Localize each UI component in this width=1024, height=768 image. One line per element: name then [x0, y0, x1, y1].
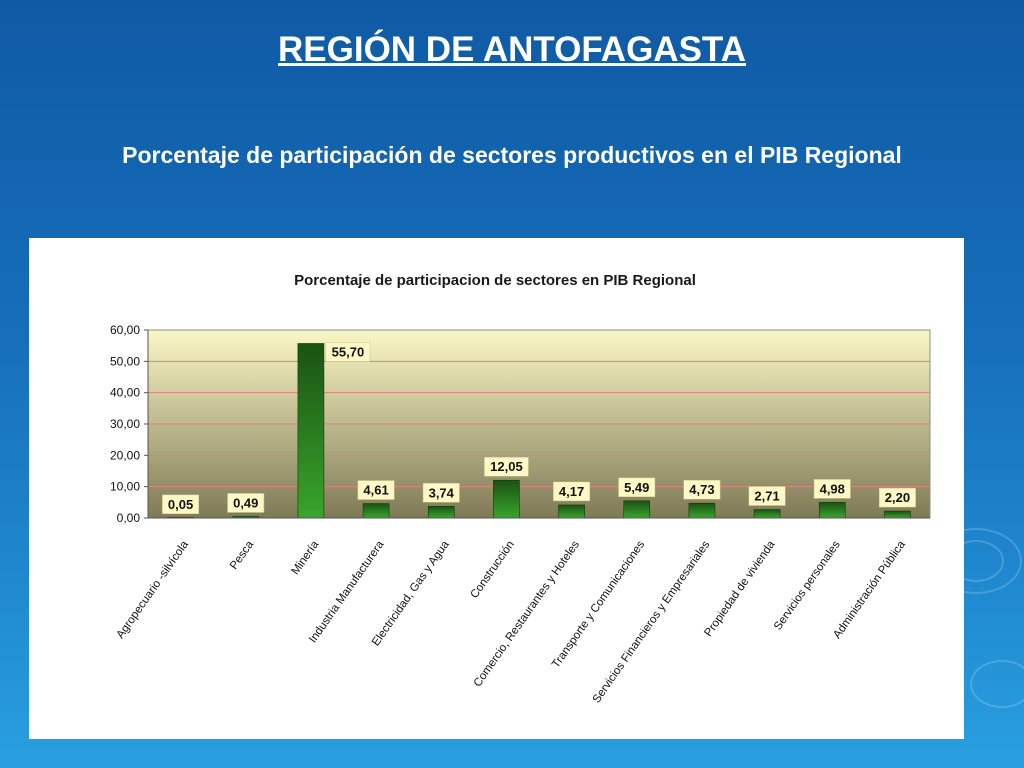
bar [558, 504, 585, 519]
bar-chart: Porcentaje de participacion de sectores … [110, 272, 931, 706]
x-category-label: Propiedad de vivienda [702, 538, 777, 639]
y-tick-label: 50,00 [110, 354, 140, 368]
y-tick-label: 0,00 [117, 511, 141, 525]
y-tick-label: 60,00 [110, 323, 140, 337]
data-label-box [227, 493, 265, 513]
bar [818, 502, 846, 519]
data-label-box [618, 477, 656, 498]
data-label: 55,70 [332, 344, 365, 359]
water-ripple-decoration [970, 660, 1024, 708]
y-tick-label: 10,00 [110, 480, 140, 494]
data-label: 12,05 [490, 459, 523, 474]
bar [753, 509, 781, 519]
x-category-label: Minería [290, 538, 322, 577]
data-label: 0,49 [233, 495, 258, 510]
x-category-label: Servicios personales [772, 539, 843, 633]
bar [362, 503, 390, 519]
data-label-box [422, 483, 460, 503]
slide-title: REGIÓN DE ANTOFAGASTA [278, 30, 746, 69]
x-category-label: Electricidad, Gas y Agua [370, 538, 452, 648]
data-label-box [553, 481, 591, 502]
slide-subtitle: Porcentaje de participación de sectores … [122, 142, 902, 168]
data-label-box [162, 494, 200, 515]
data-label: 4,73 [689, 482, 714, 497]
x-category-label: Pesca [228, 538, 257, 572]
bar [427, 505, 455, 519]
data-label-box [813, 479, 851, 499]
bar [688, 502, 716, 519]
x-category-label: Administración Pública [831, 538, 908, 641]
data-label: 4,98 [820, 481, 845, 496]
data-label-box [357, 480, 395, 500]
x-category-label: Comercio, Restaurantes y Hoteles [472, 539, 582, 690]
data-label: 4,61 [363, 483, 388, 498]
chart-title: Porcentaje de participacion de sectores … [294, 272, 696, 289]
bar [297, 343, 325, 519]
bar [493, 479, 520, 519]
x-category-label: Construcción [469, 539, 517, 601]
bar [884, 510, 911, 519]
x-category-label: Servicios Financieros y Empresariales [591, 539, 713, 706]
data-label: 2,71 [754, 489, 779, 504]
data-label: 2,20 [885, 490, 910, 505]
data-label-box [683, 479, 721, 500]
data-label-box [325, 342, 371, 362]
data-label-box [484, 456, 529, 477]
x-category-label: Agropecuario -silvícola [114, 538, 191, 641]
y-tick-label: 30,00 [110, 417, 140, 431]
chart-panel: Porcentaje de participacion de sectores … [29, 238, 964, 739]
data-label-box [748, 486, 786, 506]
y-tick-label: 20,00 [110, 448, 140, 462]
bar [623, 500, 651, 519]
data-label: 5,49 [624, 480, 649, 495]
x-category-label: Industria Manufacturera [307, 538, 387, 645]
data-label: 4,17 [559, 484, 584, 499]
data-label: 0,05 [168, 497, 193, 512]
data-label: 3,74 [429, 485, 455, 500]
data-label-box [878, 487, 916, 508]
y-tick-label: 40,00 [110, 386, 140, 400]
